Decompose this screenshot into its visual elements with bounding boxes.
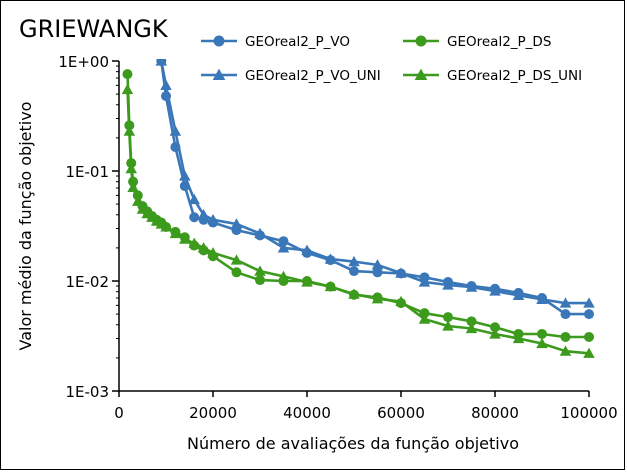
data-point bbox=[348, 255, 360, 267]
data-point bbox=[277, 270, 290, 282]
data-point bbox=[230, 254, 243, 265]
series-layer bbox=[121, 59, 595, 358]
x-tick-label: 40000 bbox=[283, 404, 331, 422]
data-point bbox=[301, 276, 313, 287]
data-point bbox=[465, 322, 478, 334]
y-tick-label: 1E-02 bbox=[65, 273, 109, 291]
data-point bbox=[179, 170, 191, 181]
data-point bbox=[536, 337, 548, 349]
data-point bbox=[123, 125, 136, 136]
data-point bbox=[372, 267, 383, 278]
x-tick-label: 0 bbox=[114, 404, 124, 422]
data-point bbox=[188, 193, 200, 205]
data-point bbox=[584, 331, 594, 342]
data-point bbox=[371, 259, 384, 270]
data-point bbox=[278, 236, 289, 247]
legend-entry: GEOreal2_P_DS_UNI bbox=[403, 68, 582, 84]
data-point bbox=[324, 253, 337, 264]
legend-swatch-marker bbox=[212, 68, 226, 81]
data-point bbox=[537, 328, 547, 339]
x-axis-title: Número de avaliações da função objetivo bbox=[187, 434, 519, 453]
data-point bbox=[465, 281, 478, 292]
data-point bbox=[122, 69, 133, 80]
data-point bbox=[349, 266, 359, 277]
data-point bbox=[442, 279, 454, 290]
data-point bbox=[395, 295, 407, 307]
data-point bbox=[559, 297, 572, 308]
series-GEOreal2_P_VO_UNI bbox=[155, 59, 595, 308]
data-point bbox=[160, 79, 172, 91]
data-point bbox=[583, 347, 595, 358]
data-point bbox=[489, 285, 501, 296]
data-point bbox=[207, 214, 219, 225]
legend-swatch-marker bbox=[415, 35, 427, 47]
legend-entry: GEOreal2_P_VO_UNI bbox=[201, 68, 381, 84]
chart-title: GRIEWANGK bbox=[19, 15, 169, 43]
legend-label: GEOreal2_P_DS bbox=[447, 34, 551, 50]
axes: 1E-03 1E-02 1E-01 1E+00 0 20000 40000 60000 8000… bbox=[58, 53, 617, 422]
data-point bbox=[418, 276, 431, 287]
data-point bbox=[255, 275, 265, 286]
data-point bbox=[560, 331, 571, 342]
data-point bbox=[560, 309, 571, 320]
data-point bbox=[160, 221, 172, 232]
data-point bbox=[584, 309, 594, 320]
data-point bbox=[418, 313, 431, 324]
data-point bbox=[512, 289, 525, 300]
data-point bbox=[169, 227, 182, 239]
data-point bbox=[189, 212, 200, 223]
data-point bbox=[324, 280, 337, 292]
data-point bbox=[207, 247, 219, 258]
data-point bbox=[490, 322, 500, 333]
data-point bbox=[125, 162, 137, 174]
legend: GEOreal2_P_VO GEOreal2_P_DS GEOreal2_P_VO_… bbox=[201, 34, 582, 84]
data-point bbox=[277, 242, 290, 253]
y-tick-label: 1E-01 bbox=[65, 163, 109, 181]
data-point bbox=[132, 195, 144, 206]
data-point bbox=[442, 320, 454, 331]
x-tick-label: 100000 bbox=[560, 404, 617, 422]
legend-entry: GEOreal2_P_DS bbox=[403, 34, 551, 50]
x-tick-label: 80000 bbox=[471, 404, 519, 422]
data-point bbox=[301, 244, 313, 255]
x-tick-label: 20000 bbox=[189, 404, 237, 422]
data-point bbox=[466, 316, 477, 327]
data-point bbox=[155, 59, 168, 66]
data-point bbox=[512, 332, 525, 344]
data-point bbox=[254, 265, 266, 276]
data-point bbox=[443, 312, 453, 323]
data-point bbox=[559, 345, 572, 356]
data-point bbox=[197, 209, 210, 220]
data-point bbox=[489, 328, 501, 339]
legend-label: GEOreal2_P_DS_UNI bbox=[447, 68, 582, 84]
data-point bbox=[583, 297, 595, 308]
legend-label: GEOreal2_P_VO bbox=[245, 34, 350, 50]
x-tick-label: 60000 bbox=[377, 404, 425, 422]
data-point bbox=[179, 233, 191, 244]
y-tick-label: 1E-03 bbox=[65, 383, 109, 401]
data-point bbox=[231, 267, 242, 278]
data-point bbox=[121, 83, 134, 95]
data-point bbox=[536, 293, 548, 305]
legend-entry: GEOreal2_P_VO bbox=[201, 34, 350, 50]
data-point bbox=[230, 218, 243, 229]
series-GEOreal2_P_DS bbox=[122, 69, 594, 342]
legend-label: GEOreal2_P_VO_UNI bbox=[245, 68, 381, 84]
y-tick-label: 1E+00 bbox=[58, 53, 109, 71]
data-point bbox=[395, 267, 407, 278]
data-point bbox=[348, 288, 360, 299]
legend-swatch-marker bbox=[213, 35, 225, 47]
data-point bbox=[169, 125, 182, 136]
data-point bbox=[188, 237, 200, 248]
y-axis-title: Valor médio da função objetivo bbox=[16, 102, 35, 351]
series-GEOreal2_P_DS_UNI bbox=[121, 83, 595, 358]
legend-swatch-marker bbox=[414, 68, 428, 81]
data-point bbox=[127, 181, 139, 192]
data-point bbox=[254, 227, 266, 239]
series-GEOreal2_P_VO bbox=[156, 59, 594, 320]
data-point bbox=[197, 242, 210, 253]
data-point bbox=[371, 292, 384, 304]
